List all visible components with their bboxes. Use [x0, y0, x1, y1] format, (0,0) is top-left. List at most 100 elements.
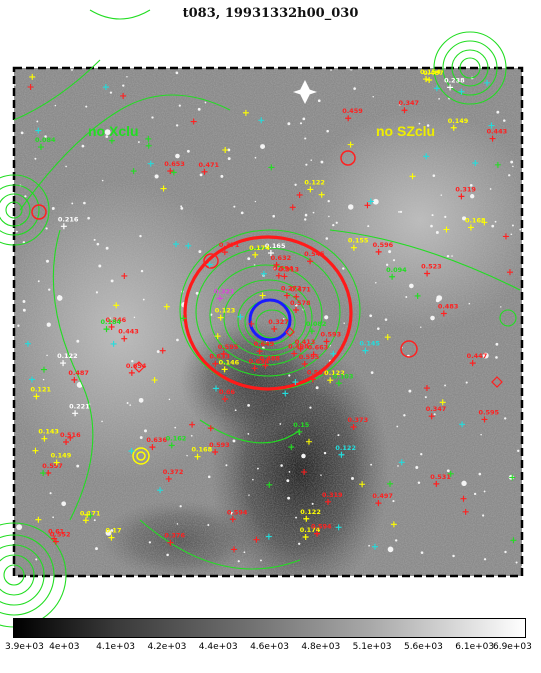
star [325, 237, 329, 240]
field-border [12, 66, 524, 578]
star [154, 174, 159, 179]
source-cross [248, 320, 255, 327]
star [440, 194, 443, 196]
source-marker: 0.122 [57, 352, 78, 367]
star [176, 523, 179, 525]
source-marker: 0.633 [209, 353, 230, 367]
source-cross [102, 84, 109, 91]
source-cross [212, 385, 219, 392]
star [320, 160, 324, 164]
star [109, 317, 111, 319]
star [83, 201, 86, 205]
source-redshift-label: 0.122 [304, 178, 325, 186]
source-marker: 0.319 [455, 185, 476, 200]
star [435, 231, 439, 234]
star [71, 68, 73, 71]
source-redshift-label: 0.122 [57, 352, 78, 360]
source-cross [390, 521, 397, 528]
star [65, 165, 67, 168]
star [87, 216, 90, 220]
source-marker: 0.653 [164, 160, 185, 174]
star [469, 183, 473, 187]
source-cross [172, 241, 179, 248]
star [470, 194, 475, 199]
star [104, 129, 111, 136]
star [305, 163, 308, 166]
star [260, 559, 262, 562]
star [240, 211, 244, 215]
source-marker: 0.593 [321, 330, 341, 345]
source-cross [288, 444, 295, 451]
source-marker: 0.636 [146, 436, 167, 451]
source-marker: 0.313 [278, 265, 299, 280]
source-cross [147, 160, 154, 167]
source-redshift-label: 0.122 [324, 369, 345, 377]
star [384, 318, 388, 321]
star [512, 165, 514, 168]
star [15, 230, 18, 233]
star [473, 492, 477, 496]
star [335, 221, 338, 224]
star [142, 298, 145, 301]
star [433, 413, 436, 416]
star [399, 210, 403, 213]
star [56, 295, 63, 301]
source-marker: 0.471 [290, 286, 311, 300]
star [315, 386, 319, 390]
star [37, 280, 40, 283]
star [353, 87, 356, 90]
star [186, 149, 190, 153]
star [394, 539, 398, 542]
star [304, 137, 307, 140]
star [272, 267, 276, 270]
star [397, 465, 399, 467]
star [496, 110, 500, 114]
source-cross [108, 137, 115, 144]
source-redshift-label: 0.632 [271, 254, 292, 262]
source-redshift-label: 0.084 [35, 136, 56, 144]
source-cross [151, 377, 158, 384]
star [210, 313, 213, 316]
star [415, 465, 419, 469]
star [195, 291, 199, 295]
source-redshift-label: 0.498 [288, 343, 309, 351]
source-cross [423, 153, 430, 160]
star [508, 174, 511, 177]
source-cross [488, 122, 495, 129]
source-redshift-label: 0.443 [118, 328, 139, 336]
star [168, 398, 171, 401]
star [495, 342, 499, 346]
star [140, 269, 144, 273]
star [49, 492, 52, 495]
source-redshift-label: 0.487 [68, 369, 89, 377]
star [139, 436, 143, 439]
star [430, 315, 435, 321]
source-cross [259, 292, 266, 299]
star [46, 354, 48, 357]
star [288, 374, 291, 377]
star [129, 404, 132, 406]
source-marker: 0.154 [420, 68, 441, 83]
source-redshift-label: 0.174 [300, 526, 321, 534]
star [503, 119, 506, 122]
star [85, 105, 88, 108]
star [304, 218, 307, 221]
sky-field [14, 68, 522, 576]
source-cross [296, 191, 303, 198]
source-cross [347, 141, 354, 148]
star [175, 71, 179, 75]
source-marker: 0.443 [487, 128, 507, 142]
source-marker: 0.595 [218, 343, 239, 357]
source-cross [163, 303, 170, 310]
star [444, 215, 447, 218]
star [257, 467, 259, 470]
star [52, 516, 54, 519]
source-marker: 0.471 [198, 161, 220, 175]
star [207, 475, 211, 479]
source-redshift-label: 0.155 [348, 237, 369, 245]
source-cross [207, 425, 214, 432]
cluster-circles [31, 150, 503, 465]
star [227, 157, 231, 161]
star [232, 439, 236, 443]
star [510, 233, 513, 236]
